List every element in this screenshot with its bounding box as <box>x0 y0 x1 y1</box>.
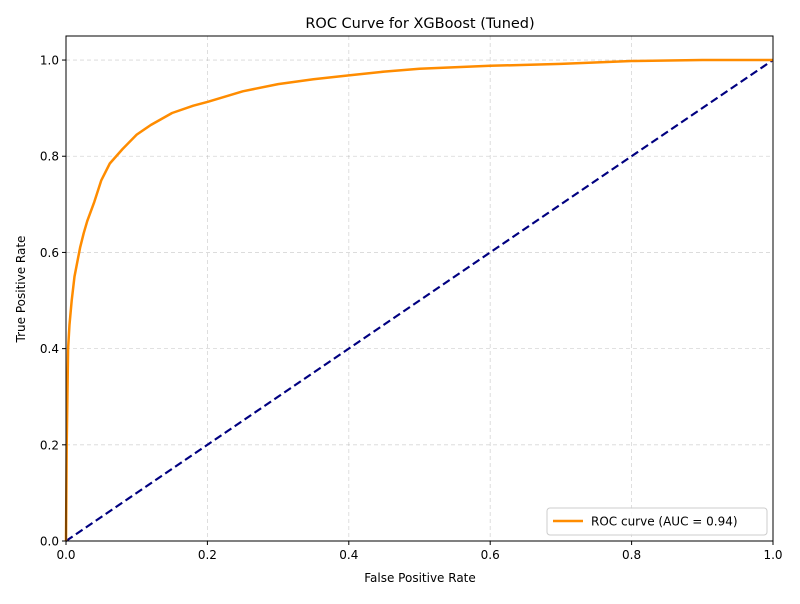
x-tick-label: 0.0 <box>56 548 75 562</box>
y-tick-label: 0.6 <box>40 246 59 260</box>
x-axis-label: False Positive Rate <box>364 571 476 585</box>
x-tick-label: 0.6 <box>481 548 500 562</box>
y-tick-label: 0.2 <box>40 438 59 452</box>
y-tick-label: 0.0 <box>40 535 59 549</box>
y-axis-label: True Positive Rate <box>14 236 28 344</box>
chart-title: ROC Curve for XGBoost (Tuned) <box>305 16 534 32</box>
legend-box <box>546 507 768 536</box>
x-tick-label: 1.0 <box>763 548 782 562</box>
y-tick-label: 0.8 <box>40 150 59 164</box>
legend-label-roc: ROC curve (AUC = 0.94) <box>591 515 738 529</box>
ticks: 0.0 0.2 0.4 0.6 0.8 1.0 0.0 0.2 0.4 0.6 0.8 1.0 <box>40 54 783 562</box>
x-tick-label: 0.2 <box>198 548 217 562</box>
x-tick-label: 0.4 <box>339 548 358 562</box>
x-tick-label: 0.8 <box>622 548 641 562</box>
y-tick-label: 0.4 <box>40 342 59 356</box>
y-tick-label: 1.0 <box>40 54 59 68</box>
series-layer <box>64 58 774 542</box>
chance-diagonal-line <box>65 59 774 542</box>
legend: ROC curve (AUC = 0.94) <box>546 507 768 536</box>
roc-curve-line <box>64 58 773 542</box>
plot-frame <box>65 35 774 542</box>
